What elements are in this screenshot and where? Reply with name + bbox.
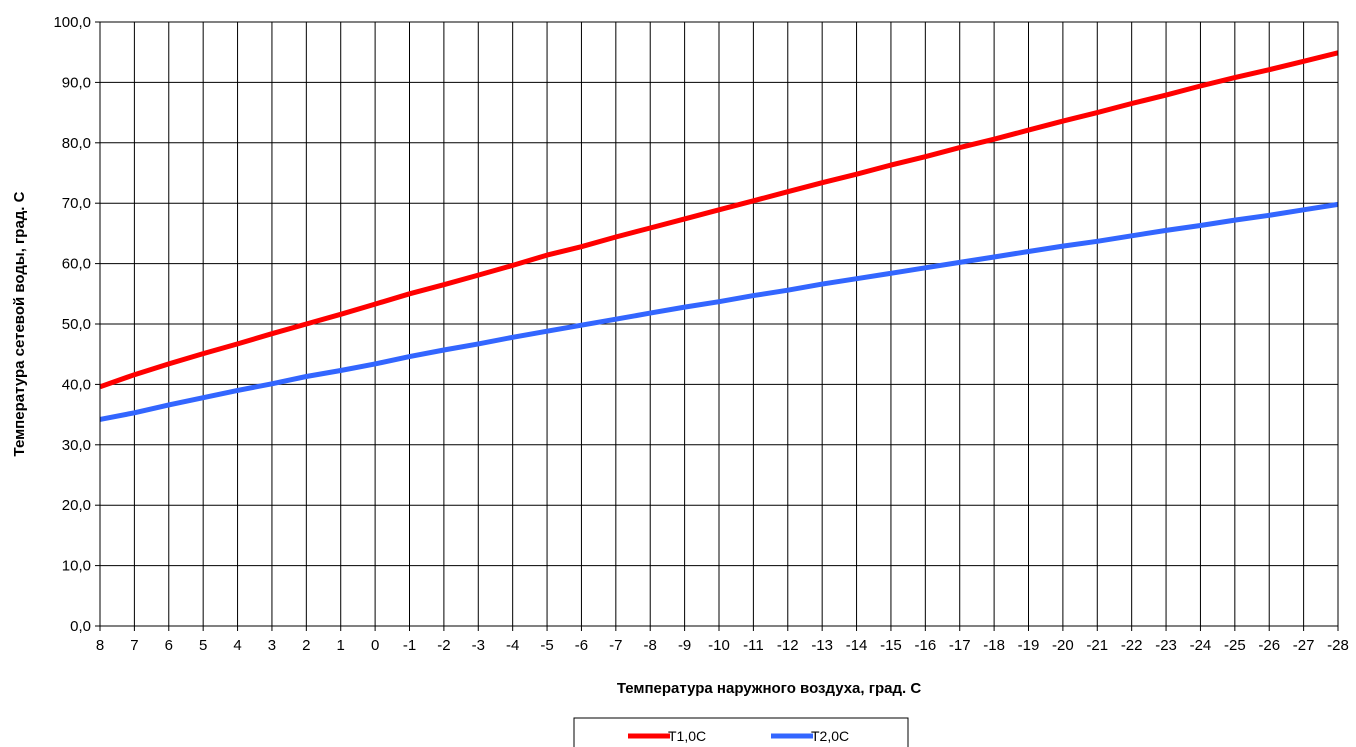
- y-tick-label: 20,0: [62, 497, 91, 514]
- x-tick-label: 2: [302, 637, 310, 654]
- legend-box: [573, 717, 909, 747]
- x-tick-label: -11: [743, 637, 764, 654]
- x-tick-label: -24: [1190, 637, 1212, 654]
- x-tick-label: -8: [644, 637, 657, 654]
- x-tick-label: 1: [337, 637, 345, 654]
- y-axis-ticks: 0,0 10,0 20,0 30,0 40,0 50,0 60,0 70,0 80,0 90,0 1…: [53, 14, 100, 635]
- x-tick-label: -15: [880, 637, 902, 654]
- x-tick-label: -16: [914, 637, 936, 654]
- x-axis-title: Температура наружного воздуха, град. С: [617, 680, 922, 697]
- x-tick-label: -9: [678, 637, 691, 654]
- x-tick-label: 0: [371, 637, 379, 654]
- series-line-1: [99, 50, 1339, 390]
- y-tick-label: 50,0: [62, 316, 91, 333]
- x-tick-label: -3: [472, 637, 485, 654]
- x-tick-label: 4: [233, 637, 241, 654]
- x-tick-label: -18: [983, 637, 1005, 654]
- x-tick-label: -4: [506, 637, 519, 654]
- plot-border: [99, 21, 1339, 627]
- x-tick-label: -23: [1155, 637, 1177, 654]
- x-tick-label: -1: [403, 637, 416, 654]
- x-tick-label: -7: [609, 637, 622, 654]
- x-tick-label: 6: [165, 637, 173, 654]
- x-tick-label: -21: [1086, 637, 1108, 654]
- x-tick-label: -10: [708, 637, 730, 654]
- y-tick-label: 10,0: [62, 558, 91, 575]
- x-tick-label: -19: [1018, 637, 1040, 654]
- y-axis-title: Температура сетевой воды, град. С: [11, 191, 28, 456]
- x-tick-label: -27: [1293, 637, 1315, 654]
- x-tick-label: -25: [1224, 637, 1246, 654]
- x-tick-label: 8: [96, 637, 104, 654]
- x-tick-label: -13: [811, 637, 833, 654]
- x-tick-label: -2: [437, 637, 450, 654]
- y-tick-label: 80,0: [62, 135, 91, 152]
- y-tick-label: 40,0: [62, 376, 91, 393]
- x-tick-label: -20: [1052, 637, 1074, 654]
- x-tick-label: -14: [846, 637, 868, 654]
- legend-label-1: T1,0C: [668, 728, 706, 744]
- x-tick-label: 3: [268, 637, 276, 654]
- x-tick-label: -26: [1258, 637, 1280, 654]
- x-tick-label: 5: [199, 637, 207, 654]
- y-tick-label: 0,0: [70, 618, 91, 635]
- grid: [99, 21, 1339, 627]
- x-tick-label: 7: [130, 637, 138, 654]
- x-tick-label: -22: [1121, 637, 1143, 654]
- legend-label-2: T2,0C: [811, 728, 849, 744]
- x-tick-label: -6: [575, 637, 588, 654]
- x-tick-label: -17: [949, 637, 971, 654]
- x-tick-label: -28: [1327, 637, 1349, 654]
- x-axis-ticks: 8 7 6 5 4 3 2 1 0 -1 -2 -3 -4 -5 -6 -7 -8 -9 -10 -11 -12 -13-…: [96, 626, 1349, 654]
- y-tick-label: 60,0: [62, 256, 91, 273]
- y-tick-label: 70,0: [62, 195, 91, 212]
- y-tick-label: 100,0: [53, 14, 91, 31]
- x-tick-label: -12: [777, 637, 799, 654]
- series-lines: [99, 50, 1339, 422]
- series-line-2: [99, 201, 1339, 422]
- legend: T1,0C T2,0C: [573, 717, 909, 747]
- y-tick-label: 90,0: [62, 74, 91, 91]
- y-tick-label: 30,0: [62, 437, 91, 454]
- x-tick-label: -5: [540, 637, 553, 654]
